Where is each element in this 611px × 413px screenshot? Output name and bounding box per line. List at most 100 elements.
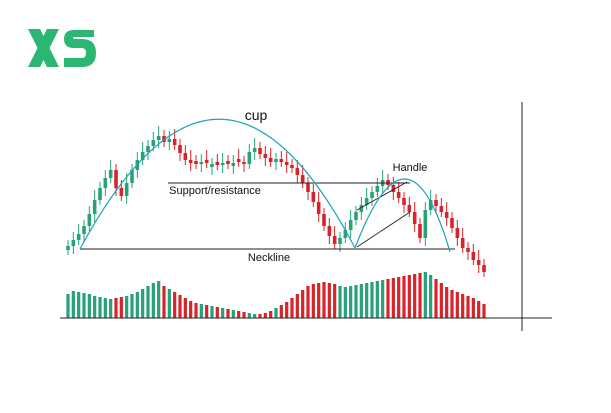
volume-bar bbox=[333, 284, 337, 318]
candle-body bbox=[364, 198, 369, 205]
candle-body bbox=[279, 159, 284, 162]
volume-bar bbox=[359, 284, 363, 318]
candle-body bbox=[92, 200, 97, 214]
candle-body bbox=[322, 214, 326, 226]
candle-body bbox=[412, 212, 417, 224]
candle-body bbox=[391, 185, 396, 192]
volume-bar bbox=[471, 298, 475, 318]
volume-bar bbox=[413, 274, 417, 318]
volume-bar bbox=[386, 279, 390, 318]
volume-bar bbox=[317, 283, 321, 318]
candle-body bbox=[210, 164, 214, 167]
volume-bar bbox=[237, 311, 241, 318]
candle-body bbox=[290, 165, 294, 168]
candle-body bbox=[87, 214, 92, 226]
volume-bar bbox=[157, 281, 161, 318]
volume-bar bbox=[434, 279, 438, 318]
volume-bar bbox=[242, 312, 246, 318]
volume-bar bbox=[258, 314, 262, 318]
volume-bar bbox=[418, 273, 422, 318]
candle-body bbox=[434, 200, 438, 206]
volume-bar bbox=[194, 303, 198, 318]
candle-body bbox=[183, 153, 188, 160]
volume-bar bbox=[285, 302, 289, 318]
candle-body bbox=[231, 163, 236, 166]
candle-body bbox=[375, 186, 380, 192]
candle-body bbox=[130, 170, 134, 183]
candle-body bbox=[466, 248, 470, 252]
candle-body bbox=[156, 136, 161, 140]
volume-bar bbox=[375, 281, 379, 318]
candle-body bbox=[300, 175, 305, 183]
volume-bar bbox=[354, 285, 358, 318]
candle-body bbox=[455, 228, 460, 238]
volume-bar bbox=[253, 314, 257, 318]
candle-body bbox=[418, 224, 422, 238]
support-resistance-label: Support/resistance bbox=[169, 185, 261, 197]
volume-bar bbox=[439, 283, 443, 318]
volume-bar bbox=[66, 294, 70, 318]
candle-body bbox=[407, 205, 412, 212]
candle-body bbox=[66, 246, 70, 250]
volume-bar bbox=[167, 289, 171, 318]
candle-body bbox=[295, 168, 300, 175]
volume-bar bbox=[450, 290, 454, 318]
volume-bar bbox=[429, 275, 433, 318]
volume-bar bbox=[482, 304, 486, 318]
candle-body bbox=[423, 210, 428, 238]
volume-bar bbox=[146, 286, 150, 318]
volume-bar bbox=[402, 276, 406, 318]
volume-bar bbox=[407, 275, 411, 318]
volume-bar bbox=[423, 272, 427, 318]
candle-body bbox=[98, 188, 102, 200]
candle-body bbox=[316, 202, 321, 214]
candle-body bbox=[247, 152, 252, 164]
volume-bar bbox=[338, 286, 342, 318]
candle-body bbox=[343, 230, 348, 238]
volume-bar bbox=[391, 278, 395, 318]
volume-bar bbox=[93, 296, 97, 318]
candle-body bbox=[76, 234, 81, 240]
candle-body bbox=[178, 145, 182, 153]
volume-bar bbox=[125, 296, 129, 318]
candle-body bbox=[402, 198, 406, 205]
volume-bar bbox=[231, 310, 235, 318]
candle-body bbox=[172, 139, 177, 145]
volume-bar bbox=[301, 290, 305, 318]
volume-bar bbox=[381, 280, 385, 318]
volume-bar bbox=[370, 282, 374, 318]
volume-bar bbox=[82, 293, 86, 318]
candle-body bbox=[151, 140, 156, 146]
candle-body bbox=[204, 160, 209, 163]
candle-body bbox=[199, 162, 204, 164]
candle-body bbox=[167, 139, 172, 142]
volume-bar bbox=[183, 298, 187, 318]
candle-body bbox=[215, 162, 220, 165]
logo-x-stroke-2 bbox=[28, 29, 59, 67]
candle-body bbox=[428, 200, 433, 210]
candle-body bbox=[146, 146, 150, 152]
xs-logo bbox=[26, 26, 98, 70]
candle-body bbox=[482, 265, 486, 272]
volume-bar bbox=[210, 306, 214, 318]
volume-bars bbox=[66, 272, 486, 318]
volume-bar bbox=[445, 287, 449, 318]
volume-bar bbox=[461, 294, 465, 318]
volume-bar bbox=[343, 287, 347, 318]
handle-channel-upper bbox=[356, 181, 408, 211]
volume-bar bbox=[466, 296, 470, 318]
candle-body bbox=[194, 161, 198, 164]
candle-body bbox=[236, 159, 241, 162]
volume-bar bbox=[274, 308, 278, 318]
volume-bar bbox=[178, 295, 182, 318]
candle-body bbox=[220, 163, 225, 165]
volume-bar bbox=[141, 289, 145, 318]
candle-body bbox=[252, 148, 257, 152]
candle-body bbox=[162, 136, 166, 142]
candle-body bbox=[258, 148, 262, 154]
volume-bar bbox=[226, 309, 230, 318]
candle-body bbox=[119, 188, 124, 196]
candle-body bbox=[444, 212, 449, 218]
volume-bar bbox=[173, 292, 177, 318]
volume-bar bbox=[269, 311, 273, 318]
